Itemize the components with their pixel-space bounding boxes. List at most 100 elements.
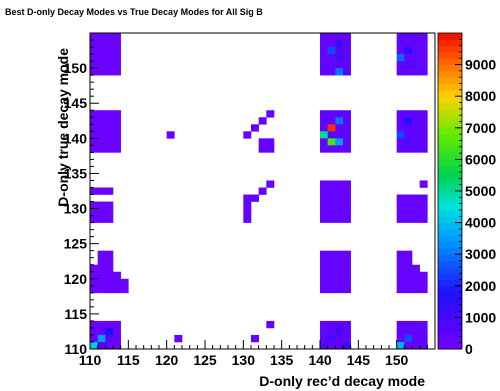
colorbar-band xyxy=(438,121,462,129)
heatmap-cell xyxy=(105,138,114,146)
heatmap-cell xyxy=(343,33,351,41)
heatmap-cell xyxy=(412,215,420,223)
colorbar-band xyxy=(438,140,462,148)
heatmap-cell xyxy=(320,208,328,216)
heatmap-cell xyxy=(320,187,328,195)
heatmap-cell xyxy=(97,33,106,41)
heatmap-cell xyxy=(327,61,336,69)
colorbar-band xyxy=(438,304,462,312)
heatmap-cell xyxy=(412,334,420,343)
heatmap-cell xyxy=(404,131,413,139)
colorbar-band xyxy=(438,342,462,350)
heatmap-cell xyxy=(97,271,106,280)
heatmap-cell xyxy=(412,33,420,41)
heatmap-cell xyxy=(335,138,344,146)
heatmap-cell xyxy=(404,117,413,125)
heatmap-cell xyxy=(97,285,106,294)
x-tick-label: 130 xyxy=(232,352,256,368)
heatmap-cell xyxy=(166,131,175,139)
heatmap-cell xyxy=(113,54,121,62)
heatmap-cell xyxy=(258,117,267,125)
heatmap-cell xyxy=(396,47,405,55)
heatmap-cell xyxy=(320,264,328,273)
heatmap-cell xyxy=(343,180,351,188)
heatmap-cell xyxy=(327,194,336,202)
heatmap-cell xyxy=(404,47,413,55)
heatmap-cell xyxy=(419,208,428,216)
heatmap-cell xyxy=(396,320,405,329)
heatmap-cell xyxy=(320,61,328,69)
heatmap-cell xyxy=(327,278,336,287)
heatmap-cell xyxy=(105,257,114,266)
heatmap-cell xyxy=(320,68,328,76)
heatmap-cell xyxy=(105,117,114,125)
heatmap-cell xyxy=(90,327,98,336)
heatmap-cell xyxy=(396,264,405,273)
heatmap-cell xyxy=(113,47,121,55)
heatmap-cell xyxy=(320,271,328,280)
x-tick-label: 125 xyxy=(193,352,217,368)
heatmap-cell xyxy=(320,320,328,329)
heatmap-cell xyxy=(404,327,413,336)
heatmap-cell xyxy=(335,250,344,259)
heatmap-cell xyxy=(97,138,106,146)
heatmap-cell xyxy=(343,201,351,209)
heatmap-cell xyxy=(404,201,413,209)
heatmap-cell xyxy=(343,250,351,259)
heatmap-cell xyxy=(105,47,114,55)
heatmap-cell xyxy=(335,68,344,76)
heatmap-cell xyxy=(105,341,114,350)
heatmap-cell xyxy=(327,285,336,294)
heatmap-cell xyxy=(97,320,106,329)
colorbar-tick-label: 6000 xyxy=(465,151,496,167)
y-axis-label: D-only true decay mode xyxy=(55,48,71,207)
colorbar-band xyxy=(438,70,462,78)
heatmap-cell xyxy=(251,124,259,132)
colorbar-band xyxy=(438,260,462,268)
heatmap-cell xyxy=(97,68,106,76)
heatmap-cell xyxy=(320,327,328,336)
heatmap-cell xyxy=(343,341,351,350)
heatmap-cell xyxy=(404,250,413,259)
heatmap-cell xyxy=(343,320,351,329)
heatmap-cell xyxy=(327,33,336,41)
heatmap-cell xyxy=(335,201,344,209)
heatmap-cell xyxy=(335,187,344,195)
heatmap-cell xyxy=(327,201,336,209)
heatmap-cell xyxy=(90,131,98,139)
heatmap-cell xyxy=(419,61,428,69)
heatmap-cell xyxy=(105,61,114,69)
y-tick-label: 110 xyxy=(64,341,87,357)
x-tick-label: 110 xyxy=(79,352,102,368)
heatmap-cell xyxy=(327,145,336,153)
heatmap-cell xyxy=(404,145,413,153)
heatmap-cell xyxy=(396,334,405,343)
heatmap-cell xyxy=(343,54,351,62)
heatmap-cell xyxy=(327,180,336,188)
heatmap-cell xyxy=(404,257,413,266)
heatmap-cell xyxy=(343,215,351,223)
heatmap-cell xyxy=(404,40,413,48)
heatmap-cell xyxy=(320,250,328,259)
colorbar-band xyxy=(438,178,462,186)
heatmap-cell xyxy=(412,341,420,350)
x-tick-label: 120 xyxy=(155,352,179,368)
colorbar-band xyxy=(438,39,462,47)
heatmap-cell xyxy=(327,110,336,118)
colorbar-band xyxy=(438,254,462,262)
heatmap-cell xyxy=(396,194,405,202)
heatmap-cell xyxy=(243,131,252,139)
heatmap-cell xyxy=(120,278,129,287)
heatmap-cell xyxy=(343,334,351,343)
heatmap-cell xyxy=(320,33,328,41)
y-tick-label: 115 xyxy=(64,306,87,322)
heatmap-cell xyxy=(396,40,405,48)
y-axis-ticks: 110 115 120 125 130 135 140 145 150 xyxy=(64,39,99,357)
heatmap-cell xyxy=(105,215,114,223)
heatmap-cell xyxy=(105,40,114,48)
x-tick-label: 145 xyxy=(347,352,371,368)
chart-title: Best D-only Decay Modes vs True Decay Mo… xyxy=(5,7,263,17)
colorbar-tick-label: 1000 xyxy=(465,309,496,325)
heatmap-cell xyxy=(113,68,121,76)
heatmap-cell xyxy=(327,40,336,48)
